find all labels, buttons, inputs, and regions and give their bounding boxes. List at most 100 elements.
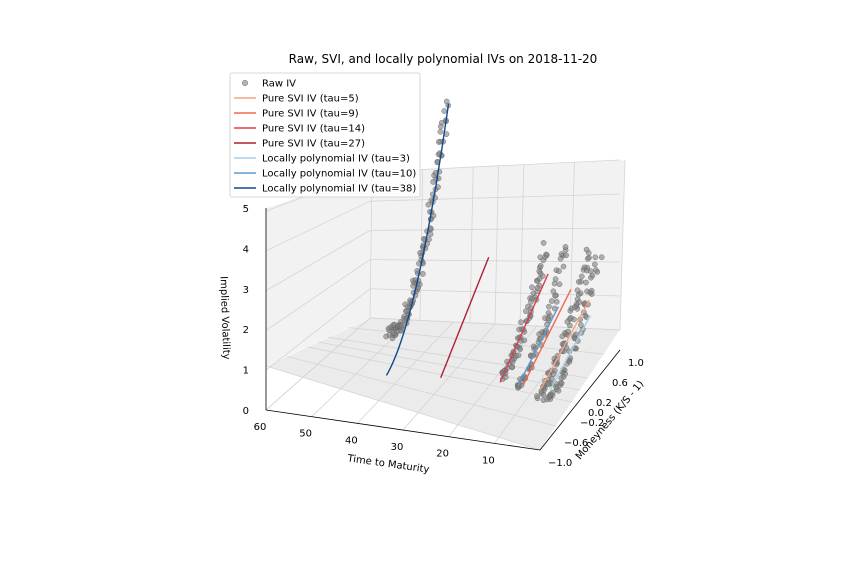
raw-iv-point [544,252,550,258]
grid-z-left [265,259,371,331]
grid-y-floor [286,356,557,427]
iv-lines [385,103,591,391]
raw-iv-point [583,246,590,253]
raw-iv-point [441,108,448,114]
raw-iv-point [420,271,426,277]
legend: Raw IV Pure SVI IV (tau=5) Pure SVI IV (ta… [229,72,421,198]
raw-iv-point [518,319,524,326]
z-tick-label: 4 [243,244,249,255]
locpoly-line-tau-10 [517,306,559,386]
x-tick-label: 20 [436,449,449,460]
y-tick-label: 0.0 [588,408,604,419]
raw-iv-point [540,240,547,246]
raw-iv-point [557,380,564,386]
raw-iv-point [521,337,528,344]
raw-iv-point [583,279,589,286]
raw-iv-point [537,262,544,269]
raw-iv-point [553,292,559,299]
grid-z-right [369,227,621,231]
raw-iv-point [398,321,405,328]
raw-iv-point [592,261,598,268]
grid-x-floor [265,317,371,411]
svi-line-tau-14 [499,273,549,383]
grid-y-back [494,165,499,325]
grid-x-floor [357,321,454,424]
grid-z-left [265,200,371,252]
x-tick-label: 30 [391,442,404,453]
raw-iv-point [417,250,423,256]
legend-label: Raw IV [262,79,296,90]
legend-label: Pure SVI IV (tau=27) [262,139,365,150]
raw-iv-point [558,251,565,257]
legend-marker [241,79,248,86]
z-tick-label: 0 [243,406,249,417]
legend-label: Locally polynomial IV (tau=38) [262,184,416,195]
raw-iv-point [562,244,569,250]
y-ticks: −1.0 −0.6 −0.20.00.20.61.0 [548,358,644,469]
grid-y-back [619,159,626,331]
x-tick-label: 10 [482,455,495,466]
y-tick-label: −0.2 [580,418,604,429]
raw-iv-point [574,287,581,294]
raw-iv-point [509,363,516,370]
raw-iv-point [529,284,535,291]
grid-z-left [265,288,371,371]
z-tick-label: 2 [243,325,249,336]
raw-iv-point [572,304,578,310]
grid-y-floor [369,317,621,331]
z-axis-label: Implied Volatility [218,276,232,360]
legend-label: Pure SVI IV (tau=14) [262,124,365,135]
y-tick-label: 0.6 [612,378,628,389]
legend-label: Locally polynomial IV (tau=10) [262,169,416,180]
x-tick-label: 40 [345,435,358,446]
raw-iv-point [427,231,434,237]
raw-iv-point [536,268,543,275]
grid-y-floor [307,346,573,403]
grid-y-back [569,162,575,328]
x-axis-line [265,409,541,451]
legend-label: Pure SVI IV (tau=5) [262,94,359,105]
raw-iv-point [549,389,556,396]
y-tick-label: 1.0 [628,358,644,369]
locpoly-line-tau-38 [385,103,450,376]
chart-title: Raw, SVI, and locally polynomial IVs on … [289,52,598,66]
raw-iv-point [568,315,574,321]
grid-y-floor [265,365,541,451]
raw-iv-point [588,287,595,294]
raw-iv-point [573,331,579,338]
y-tick-label: −1.0 [548,458,572,469]
grid-y-back [469,167,474,323]
svi-line-tau-5 [540,299,590,389]
raw-iv-point [545,310,552,316]
x-tick-label: 60 [254,422,267,433]
raw-iv-point [592,254,599,261]
raw-iv-point [579,273,585,280]
y-tick-label: 0.2 [596,398,612,409]
raw-iv-point [565,328,571,335]
raw-iv-point [560,263,567,270]
x-axis-label: Time to Maturity [346,453,430,476]
raw-iv-point [598,254,605,261]
raw-iv-point [556,268,562,274]
raw-iv-point [515,352,522,359]
raw-iv-point [425,201,432,208]
raw-iv-point [534,285,541,291]
grid-x-floor [448,325,537,437]
raw-iv-point [555,387,562,394]
y-tick-label: −0.6 [564,438,588,449]
raw-iv-point [436,139,442,145]
svi-line-tau-9 [522,289,572,387]
raw-iv-point [593,267,599,273]
svi-line-tau-27 [440,256,490,379]
grid-z-right [369,193,621,202]
z-tick-label: 1 [243,366,249,377]
raw-iv-point [553,298,560,305]
grid-y-back [519,164,525,326]
raw-iv-point [549,298,555,304]
y-axis-line [539,349,621,451]
raw-iv-point [588,268,594,275]
grid-lines [265,159,626,451]
grid-y-floor [317,341,581,391]
legend-frame [229,72,421,198]
